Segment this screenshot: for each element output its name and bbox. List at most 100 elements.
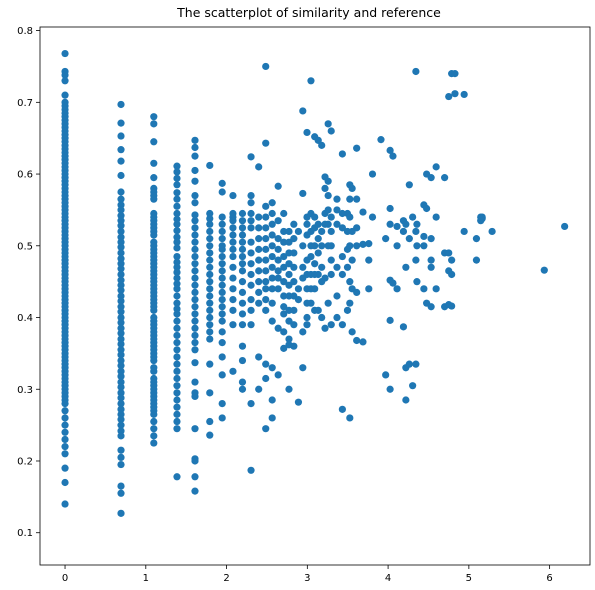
data-point — [206, 278, 214, 286]
data-point — [540, 266, 548, 274]
data-point — [321, 274, 329, 282]
data-point — [262, 245, 270, 253]
data-point — [206, 417, 214, 426]
data-point — [262, 213, 270, 221]
data-point — [61, 500, 69, 508]
data-point — [420, 285, 428, 293]
data-point — [274, 235, 282, 243]
data-point — [117, 286, 125, 294]
data-point — [61, 464, 69, 472]
data-point — [238, 278, 247, 286]
data-point — [191, 457, 199, 465]
data-point — [173, 189, 181, 197]
data-point — [268, 299, 276, 307]
data-point — [218, 267, 226, 275]
data-point — [343, 306, 352, 314]
data-point — [247, 199, 255, 207]
data-point — [262, 285, 270, 293]
data-point — [218, 235, 226, 243]
data-point — [280, 303, 288, 311]
data-point — [229, 252, 237, 261]
data-point — [311, 213, 319, 221]
data-point — [191, 177, 199, 185]
data-point — [218, 260, 226, 268]
data-point — [274, 245, 282, 253]
data-point — [412, 67, 420, 76]
data-point — [218, 353, 226, 361]
data-point — [206, 313, 214, 322]
data-point — [402, 263, 410, 271]
x-tick-label: 6 — [546, 573, 552, 584]
data-point — [472, 256, 481, 264]
data-point — [280, 209, 288, 218]
data-point — [327, 270, 335, 279]
data-point — [338, 150, 346, 158]
data-point — [173, 417, 181, 426]
data-point — [327, 256, 335, 264]
data-point — [268, 317, 276, 325]
data-point — [451, 70, 459, 78]
data-point — [432, 163, 440, 171]
data-point — [117, 460, 125, 469]
data-point — [117, 410, 125, 418]
data-point — [117, 489, 125, 497]
data-point — [268, 274, 276, 282]
data-point — [206, 263, 214, 271]
data-point — [324, 177, 332, 185]
data-point — [346, 299, 354, 307]
data-point — [173, 202, 181, 210]
data-point — [229, 245, 237, 253]
data-point — [255, 163, 263, 171]
data-point — [173, 263, 181, 271]
data-point — [423, 204, 431, 213]
data-point — [274, 267, 282, 275]
data-point — [173, 233, 181, 241]
data-point — [206, 285, 214, 293]
data-point — [117, 453, 125, 461]
data-point — [117, 367, 125, 375]
data-point — [255, 256, 263, 264]
data-point — [427, 256, 435, 264]
data-point — [285, 335, 293, 343]
data-point — [117, 265, 125, 273]
data-point — [173, 473, 181, 481]
data-point — [353, 242, 361, 250]
data-point — [268, 231, 276, 239]
data-point — [307, 77, 315, 85]
data-point — [365, 240, 373, 248]
data-point — [386, 220, 394, 228]
data-point — [173, 280, 181, 288]
data-point — [61, 478, 69, 487]
data-point — [294, 227, 303, 236]
data-point — [206, 328, 214, 336]
data-point — [324, 299, 332, 307]
data-point — [117, 421, 125, 429]
data-point — [150, 138, 158, 146]
data-point — [386, 204, 394, 213]
data-point — [318, 242, 326, 250]
data-point — [268, 209, 276, 218]
data-point — [173, 353, 181, 361]
data-point — [218, 188, 226, 196]
data-point — [206, 209, 214, 218]
data-point — [173, 238, 181, 246]
data-point — [206, 227, 214, 236]
data-point — [150, 120, 158, 128]
data-point — [399, 227, 408, 236]
data-point — [247, 209, 255, 218]
data-point — [206, 321, 214, 329]
data-point — [280, 292, 288, 300]
data-point — [348, 184, 356, 192]
data-point — [393, 222, 401, 231]
data-point — [274, 217, 282, 225]
data-point — [117, 270, 125, 279]
data-point — [191, 310, 199, 318]
data-point — [117, 509, 125, 517]
data-point — [173, 162, 181, 170]
data-point — [314, 235, 322, 243]
data-point — [191, 295, 199, 304]
data-point — [117, 415, 125, 423]
data-point — [229, 238, 237, 246]
data-point — [117, 195, 125, 203]
data-point — [173, 382, 181, 390]
